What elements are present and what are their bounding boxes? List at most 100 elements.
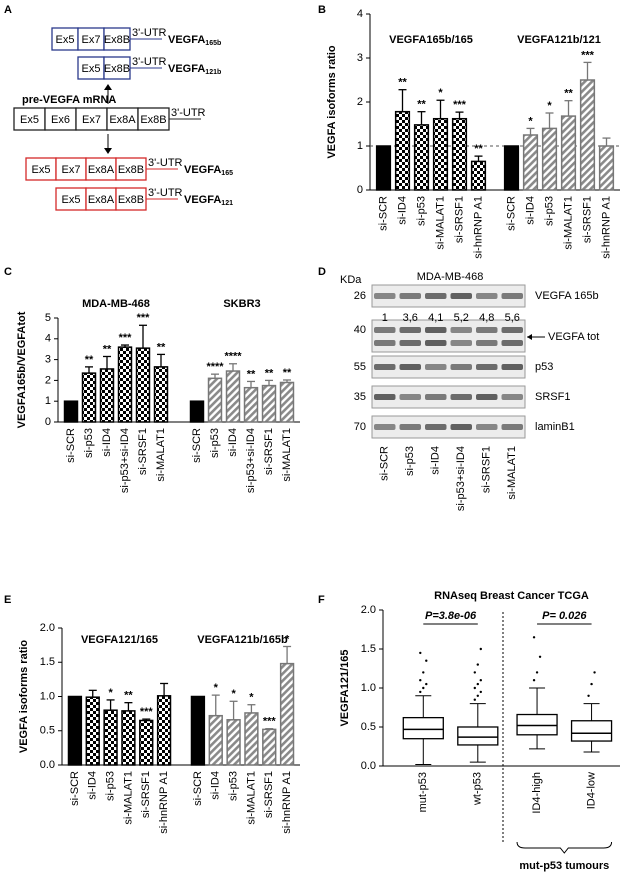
p-value: P=3.8e-06	[425, 610, 477, 622]
group-brace	[516, 841, 613, 854]
name-sub: 121	[221, 200, 233, 207]
panel-label: B	[318, 4, 326, 16]
box	[457, 726, 499, 746]
quantification: 3,6	[403, 312, 418, 324]
blot-band	[425, 364, 447, 370]
arrow-head	[527, 334, 532, 340]
exon-label: Ex5	[56, 34, 75, 46]
x-tick-label: si-SCR	[505, 196, 517, 231]
panel-label: C	[4, 266, 12, 278]
significance: **	[103, 343, 112, 355]
blot-band	[374, 424, 396, 430]
p-value: P= 0.026	[542, 610, 587, 622]
outlier	[419, 679, 422, 682]
bar	[67, 695, 83, 766]
lane-label: si-SCR	[379, 446, 391, 481]
panel-label: A	[4, 4, 12, 16]
transcript-name: VEGFA121	[184, 194, 233, 207]
x-tick-label: ID4-high	[531, 772, 543, 814]
x-tick-label: si-p53+si-ID4	[119, 428, 131, 493]
significance: **	[85, 354, 94, 366]
arrow-head	[104, 148, 112, 154]
quantification: 4,1	[428, 312, 443, 324]
y-tick-label: 1	[45, 395, 51, 407]
significance: **	[417, 99, 426, 111]
exon-label: Ex5	[82, 63, 101, 75]
x-tick-label: si-SCR	[69, 771, 81, 806]
y-tick-label: 2.0	[40, 622, 55, 634]
panel-label: F	[318, 594, 325, 606]
bar	[279, 381, 295, 423]
exon-label: Ex8A	[109, 114, 136, 126]
blot-frame	[371, 355, 526, 379]
significance: ***	[263, 716, 277, 728]
bar	[432, 117, 449, 191]
y-tick-label: 0.5	[361, 721, 376, 733]
outlier	[473, 671, 476, 674]
group-title: VEGFA121/165	[81, 634, 158, 646]
x-tick-label: si-hnRNP A1	[281, 771, 293, 834]
blot-band	[450, 327, 472, 333]
bar	[226, 719, 241, 766]
group-title: SKBR3	[223, 298, 260, 310]
blot-band	[476, 364, 498, 370]
outlier	[590, 682, 593, 686]
quantification: 1	[382, 312, 388, 324]
significance: ***	[581, 49, 595, 61]
x-tick-label: si-SCR	[191, 428, 203, 463]
blot-band	[399, 327, 421, 333]
band-label: VEGFA tot	[548, 331, 599, 343]
exon-label: Ex8B	[118, 164, 144, 176]
y-tick-label: 3	[357, 52, 363, 64]
significance: ***	[453, 99, 467, 111]
utr-label: 3'-UTR	[132, 27, 167, 39]
arrow-head	[104, 84, 112, 90]
lane-label: si-MALAT1	[506, 446, 518, 500]
exon-label: Ex8B	[104, 34, 130, 46]
outlier	[532, 636, 536, 639]
blot-band	[399, 293, 421, 299]
utr-label: 3'-UTR	[148, 187, 183, 199]
significance: **	[283, 367, 292, 379]
marker-label: 70	[354, 421, 366, 433]
bar	[139, 719, 154, 766]
name-base: VEGFA	[184, 194, 221, 206]
bar	[261, 384, 277, 423]
x-tick-label: si-p53	[104, 771, 116, 801]
outlier	[419, 690, 422, 694]
significance: **	[124, 690, 133, 702]
blot-band	[399, 340, 421, 346]
exon-label: Ex8B	[140, 114, 166, 126]
bar	[262, 728, 277, 766]
significance: **	[564, 88, 573, 100]
group-title: MDA-MB-468	[82, 298, 150, 310]
x-tick-label: si-SRSF1	[140, 771, 152, 818]
blot-band	[374, 327, 396, 333]
blot-frame	[371, 284, 526, 308]
blot-band	[450, 394, 472, 400]
x-tick-label: si-p53+si-ID4	[245, 428, 257, 493]
blot-band	[501, 327, 523, 333]
bar	[121, 710, 136, 766]
x-tick-label: si-SRSF1	[137, 428, 149, 475]
group-label: mut-p53 tumours	[519, 860, 609, 872]
quantification: 5,2	[454, 312, 469, 324]
significance: **	[265, 367, 274, 379]
marker-label: 35	[354, 391, 366, 403]
blot-band	[476, 327, 498, 333]
outlier	[473, 698, 476, 701]
x-tick-label: si-p53	[209, 428, 221, 458]
lane-label: si-SRSF1	[481, 446, 493, 493]
significance: ***	[119, 332, 133, 344]
outlier	[473, 686, 476, 690]
bar	[135, 347, 151, 423]
outlier	[422, 671, 425, 674]
x-tick-label: ID4-low	[585, 772, 597, 809]
significance: *	[231, 688, 236, 700]
outlier	[587, 694, 590, 697]
outlier	[535, 671, 539, 674]
bar	[470, 160, 487, 191]
blot-band	[476, 293, 498, 299]
y-tick-label: 4	[357, 8, 363, 20]
bar	[189, 400, 205, 423]
